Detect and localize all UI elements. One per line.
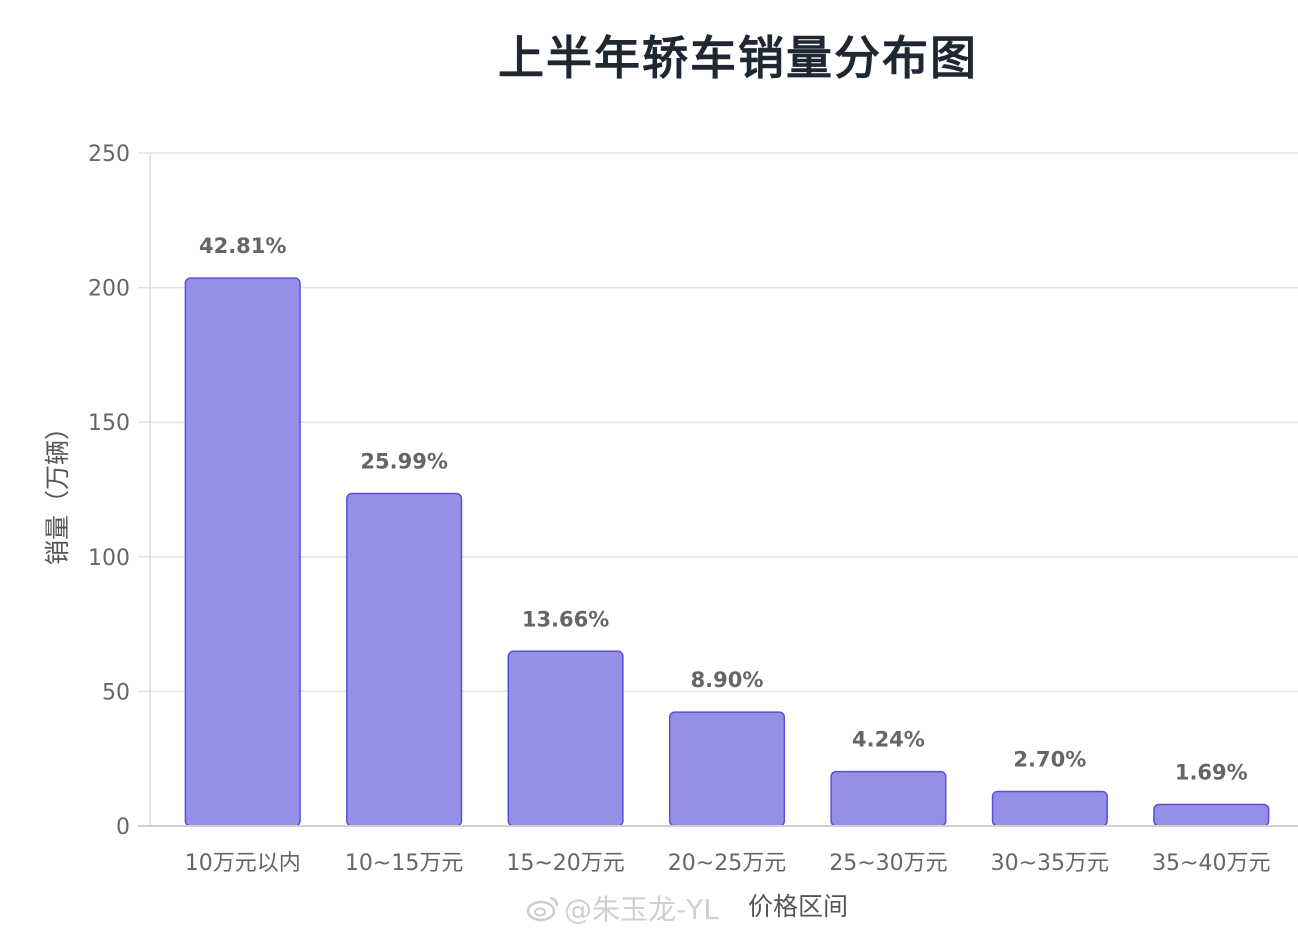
watermark: @朱玉龙-YL: [526, 888, 719, 929]
bar: [346, 492, 463, 827]
bar: [1153, 803, 1270, 827]
y-tick-label: 0: [116, 815, 130, 840]
y-tick-label: 50: [102, 680, 130, 705]
chart-title: 上半年轿车销量分布图: [498, 31, 978, 85]
data-label: 42.81%: [199, 234, 286, 258]
y-tick-label: 200: [88, 277, 130, 302]
bar: [184, 277, 301, 827]
gridlines: [138, 152, 1298, 693]
data-label: 25.99%: [360, 450, 447, 474]
x-tick-label: 20~25万元: [668, 851, 786, 876]
data-label: 2.70%: [1013, 748, 1086, 772]
bar: [830, 770, 947, 827]
x-tick-label: 10万元以内: [185, 851, 301, 876]
y-tick-label: 150: [88, 411, 130, 436]
x-tick-label: 10~15万元: [345, 851, 463, 876]
y-tick-label: 100: [88, 546, 130, 571]
y-tick-label: 250: [88, 142, 130, 167]
x-tick-label: 30~35万元: [991, 851, 1109, 876]
x-tick-label: 15~20万元: [506, 851, 624, 876]
x-axis-title: 价格区间: [748, 892, 848, 921]
data-label: 4.24%: [852, 728, 925, 752]
bar: [991, 790, 1108, 827]
labels: 0 50 100 150 200 250 42.81% 10万元以内 25.99% 10~15万元…: [88, 142, 1271, 876]
y-axis-title: 销量（万辆）: [43, 415, 72, 565]
axes: [138, 153, 1298, 827]
data-label: 8.90%: [691, 668, 764, 692]
bars: [184, 277, 1270, 827]
weibo-logo-icon: [526, 894, 560, 929]
x-tick-label: 25~30万元: [829, 851, 947, 876]
data-label: 1.69%: [1175, 760, 1248, 784]
bar: [668, 711, 786, 827]
data-label: 13.66%: [522, 607, 609, 631]
watermark-text: @朱玉龙-YL: [564, 893, 719, 926]
x-tick-label: 35~40万元: [1152, 851, 1270, 876]
bar: [507, 650, 624, 827]
